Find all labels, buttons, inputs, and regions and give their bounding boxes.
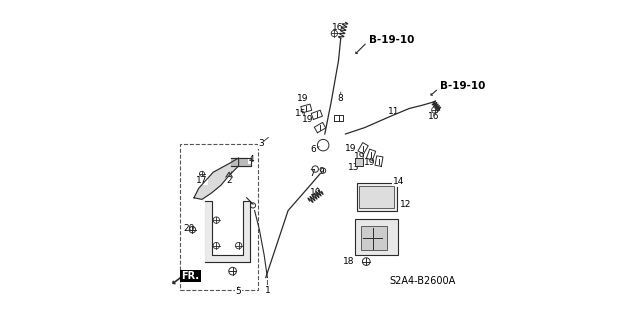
Text: 16: 16 <box>332 23 343 32</box>
Text: 3: 3 <box>258 139 264 148</box>
Text: B-19-10: B-19-10 <box>440 81 485 91</box>
Bar <box>355 219 398 255</box>
Text: 10: 10 <box>310 189 322 197</box>
Polygon shape <box>230 158 252 166</box>
Text: 20: 20 <box>184 224 195 233</box>
Bar <box>180 144 258 290</box>
Text: 6: 6 <box>311 145 317 154</box>
Text: 14: 14 <box>392 177 404 186</box>
Bar <box>362 226 387 250</box>
Text: 7: 7 <box>309 169 315 178</box>
Bar <box>359 186 394 208</box>
Polygon shape <box>205 201 250 262</box>
Polygon shape <box>355 158 363 166</box>
Text: 1: 1 <box>264 286 270 295</box>
Polygon shape <box>194 158 239 199</box>
Bar <box>356 183 397 211</box>
Text: 17: 17 <box>196 176 208 185</box>
Text: 9: 9 <box>319 167 324 176</box>
Text: 4: 4 <box>248 155 254 164</box>
Text: 13: 13 <box>348 163 359 172</box>
Text: 5: 5 <box>236 287 241 296</box>
Text: 19: 19 <box>301 115 313 124</box>
Text: FR.: FR. <box>181 271 199 281</box>
Text: 2: 2 <box>227 176 232 185</box>
Text: B-19-10: B-19-10 <box>369 35 415 45</box>
Text: 19: 19 <box>364 158 375 167</box>
Text: 18: 18 <box>343 257 355 266</box>
Text: 12: 12 <box>401 200 412 209</box>
Text: 15: 15 <box>295 109 307 118</box>
Text: 16: 16 <box>428 112 439 121</box>
Text: S2A4-B2600A: S2A4-B2600A <box>389 276 455 286</box>
Text: 11: 11 <box>388 107 399 116</box>
Text: 8: 8 <box>338 94 344 103</box>
Text: 19: 19 <box>297 94 308 103</box>
Text: 19: 19 <box>344 144 356 153</box>
Text: 19: 19 <box>354 152 365 161</box>
